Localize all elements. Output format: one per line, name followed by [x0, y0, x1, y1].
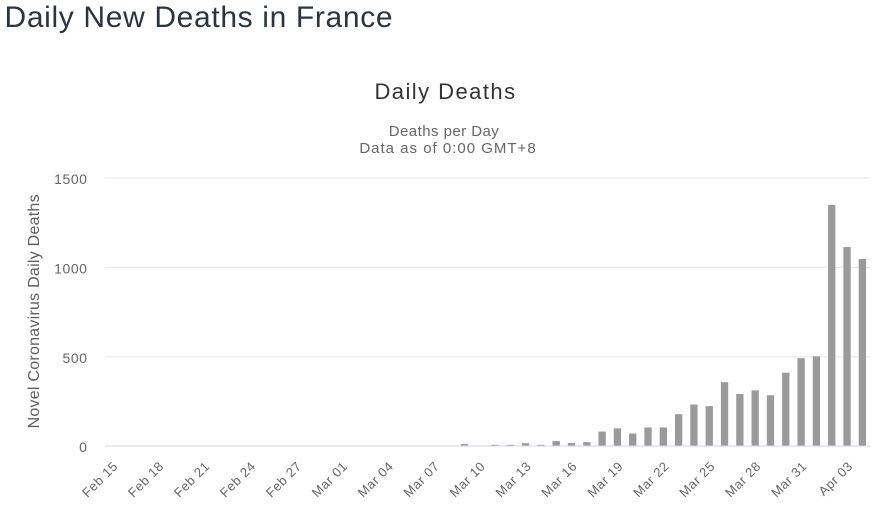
svg-text:1500: 1500: [54, 171, 87, 187]
svg-text:0: 0: [79, 439, 87, 455]
svg-text:Mar 28: Mar 28: [722, 458, 764, 500]
svg-text:1000: 1000: [54, 260, 87, 276]
svg-text:Mar 31: Mar 31: [768, 458, 810, 500]
svg-text:Feb 15: Feb 15: [79, 458, 121, 500]
svg-text:Mar 19: Mar 19: [584, 458, 626, 500]
svg-text:Data as of 0:00 GMT+8: Data as of 0:00 GMT+8: [359, 140, 536, 157]
svg-text:Novel Coronavirus Daily Deaths: Novel Coronavirus Daily Deaths: [26, 194, 43, 428]
svg-text:Mar 22: Mar 22: [630, 458, 672, 500]
svg-text:Deaths per Day: Deaths per Day: [389, 123, 500, 140]
svg-text:Apr 03: Apr 03: [815, 458, 855, 498]
svg-text:Feb 18: Feb 18: [125, 458, 167, 500]
svg-text:Mar 25: Mar 25: [676, 458, 718, 500]
svg-text:500: 500: [62, 350, 87, 366]
svg-text:Mar 13: Mar 13: [492, 458, 534, 500]
svg-text:Daily Deaths: Daily Deaths: [374, 79, 516, 104]
svg-text:Feb 21: Feb 21: [171, 458, 213, 500]
svg-text:Feb 27: Feb 27: [263, 458, 305, 500]
svg-text:Mar 04: Mar 04: [355, 458, 397, 500]
svg-text:Mar 07: Mar 07: [401, 458, 443, 500]
svg-text:Mar 01: Mar 01: [309, 458, 351, 500]
svg-text:Mar 16: Mar 16: [538, 458, 580, 500]
svg-text:Mar 10: Mar 10: [446, 458, 488, 500]
svg-text:Feb 24: Feb 24: [217, 458, 259, 500]
